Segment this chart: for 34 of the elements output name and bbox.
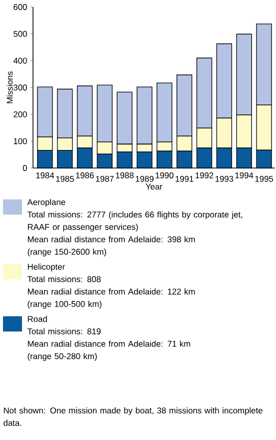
text: Mean radial distance from Adelaide: 122 km	[28, 288, 195, 295]
x-axis-title: Year	[146, 184, 162, 190]
legend-label: Helicopter	[28, 264, 65, 272]
x-tick-label: 1990	[156, 172, 174, 178]
x-tick-label: 1987	[96, 176, 114, 182]
x-tick-label: 1993	[216, 176, 234, 182]
text: Mean radial distance from Adelaide: 71 km	[28, 340, 190, 347]
y-tick-label: 400	[13, 58, 27, 64]
x-tick-label: 1984	[36, 172, 54, 178]
x-tick-label: 1989	[136, 176, 154, 182]
y-tick-label: 200	[14, 111, 27, 118]
x-tick-label: 1988	[116, 172, 134, 178]
x-tick-label: 1995	[255, 176, 274, 182]
legend-label: Aeroplane	[27, 198, 66, 207]
text: Not shown: One mission made by boat, 38 missions with incomplete data.	[4, 407, 262, 426]
x-tick-label: 1991	[176, 176, 194, 182]
x-tick-label: 1994	[235, 172, 254, 178]
y-tick-label: 100	[14, 138, 27, 144]
legend-label: Road	[28, 316, 47, 322]
y-tick-label: 300	[14, 84, 27, 90]
y-axis-title: Missions	[6, 71, 13, 104]
y-tick-label: 0	[22, 165, 27, 171]
text: Mean radial distance from Adelaide: 398 km	[28, 236, 195, 242]
y-tick-label: 500	[14, 30, 27, 37]
x-tick-label: 1986	[76, 172, 94, 178]
x-tick-label: 1992	[196, 172, 214, 178]
text: Total missions: 819	[27, 328, 101, 334]
x-tick-label: 1985	[56, 176, 74, 182]
text: Total missions: 2777 (includes 66 flights by corporate jet, RAAF or passenger services)	[27, 211, 242, 232]
text: Total missions: 808	[27, 276, 101, 282]
text: (range 100-500 km)	[28, 300, 102, 309]
text: (range 150-2600 km)	[28, 248, 106, 256]
text: (range 50-280 km)	[28, 353, 97, 361]
y-tick-label: 600	[14, 4, 27, 10]
